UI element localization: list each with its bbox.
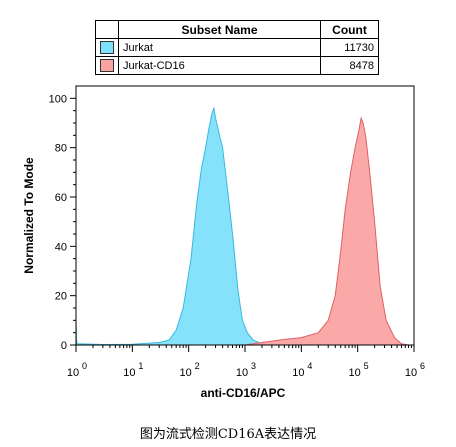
x-tick-label: 10 bbox=[236, 367, 248, 379]
legend-count-jurkat-cd16: 8478 bbox=[320, 56, 379, 75]
x-tick-exponent: 2 bbox=[195, 361, 200, 371]
series-area-jurkat-cd16 bbox=[244, 116, 409, 346]
x-tick-exponent: 4 bbox=[307, 361, 312, 371]
legend-row-jurkat-cd16: Jurkat-CD16 8478 bbox=[95, 56, 379, 75]
x-tick-label: 10 bbox=[67, 367, 79, 379]
legend-swatch-jurkat bbox=[100, 41, 114, 54]
legend-swatch-jurkat-cd16 bbox=[100, 59, 114, 72]
x-tick-label: 10 bbox=[123, 367, 135, 379]
x-axis-label: anti-CD16/APC bbox=[201, 386, 286, 400]
y-tick-label: 0 bbox=[61, 340, 67, 352]
x-tick-label: 10 bbox=[180, 367, 192, 379]
legend-table: Subset Name Count Jurkat 11730 Jurkat-CD… bbox=[95, 20, 379, 75]
x-tick-label: 10 bbox=[405, 367, 417, 379]
x-tick-exponent: 5 bbox=[364, 361, 369, 371]
y-tick-label: 40 bbox=[55, 241, 67, 253]
legend-header-row: Subset Name Count bbox=[95, 20, 379, 39]
y-axis-label: Normalized To Mode bbox=[22, 157, 36, 274]
x-tick-exponent: 0 bbox=[82, 361, 87, 371]
series-layer bbox=[75, 106, 409, 346]
figure-caption: 图为流式检测CD16A表达情况 bbox=[139, 427, 317, 442]
y-tick-label: 60 bbox=[55, 192, 67, 204]
x-tick-exponent: 1 bbox=[138, 361, 143, 371]
y-tick-label: 100 bbox=[49, 93, 67, 105]
legend-name-jurkat-cd16: Jurkat-CD16 bbox=[118, 56, 321, 75]
x-tick-exponent: 6 bbox=[420, 361, 425, 371]
y-tick-label: 80 bbox=[55, 143, 67, 155]
legend-row-jurkat: Jurkat 11730 bbox=[95, 38, 379, 57]
series-area-jurkat bbox=[75, 106, 272, 346]
x-tick-label: 10 bbox=[292, 367, 304, 379]
x-tick-label: 10 bbox=[349, 367, 361, 379]
legend-count-jurkat: 11730 bbox=[320, 38, 379, 57]
y-tick-label: 20 bbox=[55, 291, 67, 303]
x-tick-exponent: 3 bbox=[251, 361, 256, 371]
